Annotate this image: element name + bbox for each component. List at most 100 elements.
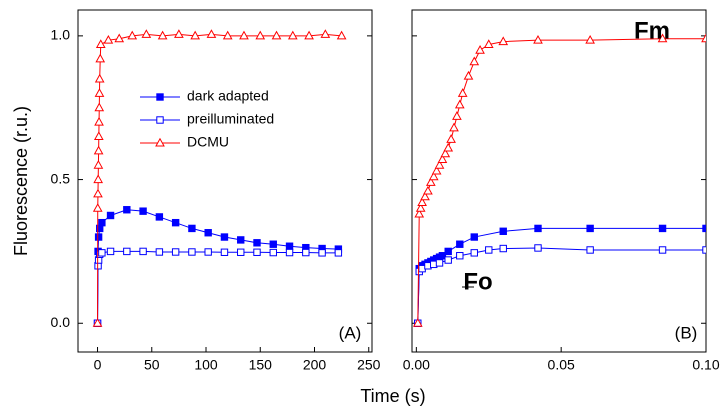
data-point xyxy=(412,318,423,327)
data-point xyxy=(585,34,595,44)
data-point xyxy=(139,207,147,215)
plot-frame xyxy=(411,9,707,353)
data-point xyxy=(456,240,464,248)
legend-marker xyxy=(156,93,164,101)
data-point xyxy=(415,203,426,212)
data-point xyxy=(470,249,478,257)
data-point xyxy=(444,247,452,256)
series xyxy=(412,33,706,327)
data-point xyxy=(457,88,468,97)
data-point xyxy=(188,224,196,233)
data-point xyxy=(485,246,493,254)
data-point xyxy=(470,233,478,241)
data-point xyxy=(127,30,138,40)
data-point xyxy=(658,246,667,254)
data-point xyxy=(414,208,425,218)
data-point xyxy=(92,203,103,212)
data-point xyxy=(454,99,465,109)
data-point xyxy=(438,252,447,260)
data-point xyxy=(443,142,454,152)
annotation: (B) xyxy=(675,323,698,342)
y-tick-label: 1.0 xyxy=(51,27,71,43)
annotation: (A) xyxy=(339,323,362,342)
data-point xyxy=(702,246,706,254)
data-point xyxy=(95,53,106,63)
data-point xyxy=(253,239,261,247)
data-point xyxy=(174,29,184,38)
legend-label: DCMU xyxy=(187,134,229,150)
x-tick-label: 200 xyxy=(303,357,327,373)
data-point xyxy=(220,248,229,256)
data-point xyxy=(255,30,266,40)
data-point xyxy=(93,159,104,169)
data-point xyxy=(95,39,106,48)
data-point xyxy=(94,73,105,83)
data-point xyxy=(93,131,104,140)
plot-frame xyxy=(77,9,373,353)
series-line xyxy=(97,250,339,324)
data-point xyxy=(420,191,430,201)
data-point xyxy=(304,30,314,40)
data-point xyxy=(533,34,543,44)
x-tick-label: 250 xyxy=(357,357,381,373)
data-point xyxy=(271,30,282,40)
x-tick-label: 50 xyxy=(144,357,160,373)
x-axis-label: Time (s) xyxy=(360,386,425,406)
data-point xyxy=(190,30,201,40)
data-point xyxy=(155,248,164,256)
data-point xyxy=(285,242,294,250)
legend-marker xyxy=(155,137,165,147)
data-point xyxy=(94,102,105,112)
data-point xyxy=(106,211,115,220)
data-point xyxy=(417,197,427,207)
x-tick-label: 100 xyxy=(194,357,218,373)
data-point xyxy=(237,236,245,244)
data-point xyxy=(586,224,594,233)
data-point xyxy=(483,39,494,48)
data-point xyxy=(425,177,436,186)
data-point xyxy=(139,247,147,256)
data-point xyxy=(428,171,439,181)
data-point xyxy=(444,256,452,264)
data-point xyxy=(446,134,456,143)
data-point xyxy=(498,36,509,46)
data-point xyxy=(423,185,433,195)
data-point xyxy=(702,224,706,233)
data-point xyxy=(171,248,180,256)
annotation: Fo xyxy=(463,268,492,295)
series xyxy=(414,224,706,327)
annotation: Fm xyxy=(634,17,670,44)
data-point xyxy=(94,88,105,97)
data-point xyxy=(206,29,217,38)
data-point xyxy=(469,56,480,66)
data-point xyxy=(463,70,474,80)
data-point xyxy=(171,218,180,227)
data-point xyxy=(475,45,485,54)
data-point xyxy=(123,247,131,256)
data-point xyxy=(157,30,168,40)
y-tick-label: 0.5 xyxy=(51,170,71,186)
series-line xyxy=(97,209,339,324)
data-point xyxy=(657,33,668,43)
x-tick-label: 0.00 xyxy=(403,357,430,373)
data-point xyxy=(336,30,347,40)
data-point xyxy=(431,165,442,175)
data-point xyxy=(106,247,115,256)
data-point xyxy=(499,227,507,235)
data-point xyxy=(269,240,277,248)
series xyxy=(93,206,343,327)
x-tick-label: 0.10 xyxy=(692,357,719,373)
series xyxy=(93,247,343,327)
data-point xyxy=(269,248,277,257)
data-point xyxy=(188,248,196,256)
data-point xyxy=(586,246,594,254)
legend-label: preilluminated xyxy=(187,111,274,127)
data-point xyxy=(93,174,104,184)
x-tick-label: 0.05 xyxy=(548,357,575,373)
data-point xyxy=(141,29,152,38)
y-axis-label: Fluorescence (r.u.) xyxy=(11,106,31,256)
data-point xyxy=(239,30,249,40)
legend-label: dark adapted xyxy=(187,88,269,104)
